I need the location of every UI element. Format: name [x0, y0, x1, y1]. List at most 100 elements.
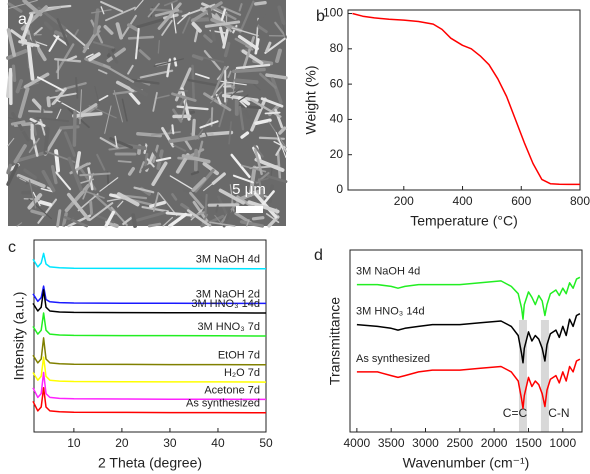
sem-texture: [241, 49, 264, 65]
sem-texture: [127, 35, 155, 40]
sem-texture: [190, 210, 207, 218]
x-tick-label: 30: [163, 436, 177, 450]
sem-texture: [187, 78, 222, 88]
sem-texture: [127, 64, 134, 75]
sem-texture: [127, 166, 135, 176]
y-tick-label: 20: [330, 147, 344, 161]
sem-texture: [28, 25, 39, 56]
sem-texture: [240, 131, 250, 139]
sem-texture: [37, 198, 58, 224]
sem-texture: [115, 80, 135, 93]
sem-texture: [40, 81, 46, 119]
sem-texture: [251, 216, 265, 221]
sem-texture: [13, 144, 27, 164]
series-line: [32, 356, 267, 383]
sem-texture: [199, 119, 209, 140]
sem-texture: [277, 5, 286, 26]
sem-texture: [254, 157, 285, 172]
sem-texture: [40, 187, 54, 193]
sem-texture: [94, 85, 100, 105]
x-axis-label: 2 Theta (degree): [98, 455, 202, 471]
sem-texture: [171, 92, 197, 102]
sem-texture: [182, 16, 191, 34]
sem-texture: [147, 3, 160, 18]
annotation-band: [518, 320, 527, 432]
sem-texture: [246, 10, 267, 39]
sem-texture: [203, 92, 232, 112]
sem-texture: [66, 55, 78, 62]
sem-texture: [152, 191, 160, 212]
sem-texture: [144, 152, 149, 167]
sem-texture: [234, 78, 259, 85]
y-axis-label: Weight (%): [303, 66, 319, 135]
annotation-band: [540, 320, 549, 432]
sem-texture: [235, 63, 271, 70]
sem-texture: [64, 184, 90, 213]
sem-texture: [223, 81, 236, 90]
sem-texture: [126, 78, 160, 85]
sem-texture: [144, 139, 162, 162]
data-line: [352, 12, 580, 186]
series-line: [356, 358, 581, 410]
sem-texture: [63, 215, 89, 228]
sem-texture: [265, 73, 288, 80]
sem-texture: [203, 34, 213, 43]
sem-texture: [173, 57, 178, 67]
sem-texture: [228, 70, 234, 94]
sem-texture: [7, 137, 15, 147]
sem-texture: [218, 188, 246, 205]
sem-texture: [82, 30, 101, 49]
sem-texture: [28, 137, 40, 153]
series-line: [32, 337, 267, 366]
sem-texture: [72, 111, 103, 118]
sem-texture: [19, 121, 39, 134]
sem-texture: [169, 175, 193, 190]
sem-texture: [92, 41, 115, 49]
series-line: [32, 312, 267, 337]
x-axis-label: Wavenumber (cm⁻¹): [403, 455, 530, 471]
sem-texture: [173, 144, 187, 152]
sem-texture: [171, 124, 175, 135]
sem-texture: [275, 48, 282, 64]
sem-texture: [171, 2, 177, 34]
sem-texture: [162, 216, 174, 227]
sem-texture: [245, 44, 254, 51]
sem-texture: [195, 118, 211, 141]
y-tick-label: 0: [336, 182, 343, 196]
sem-texture: [242, 36, 255, 70]
sem-texture: [98, 94, 109, 102]
sem-texture: [220, 8, 227, 21]
sem-texture: [253, 144, 264, 158]
sem-texture: [171, 193, 178, 201]
sem-texture: [177, 89, 189, 92]
sem-texture: [117, 160, 132, 163]
sem-texture: [31, 98, 45, 112]
sem-texture: [67, 156, 83, 192]
sem-texture: [22, 0, 43, 17]
sem-texture: [79, 89, 82, 125]
sem-texture: [136, 17, 166, 29]
sem-texture: [275, 131, 287, 159]
sem-texture: [239, 220, 265, 228]
sem-texture: [53, 34, 69, 46]
sem-texture: [99, 136, 119, 149]
sem-texture: [56, 108, 62, 120]
sem-texture: [108, 49, 119, 64]
sem-texture: [97, 1, 105, 19]
sem-texture: [194, 73, 210, 79]
sem-texture: [109, 137, 134, 149]
axes-frame: [349, 249, 583, 433]
sem-texture: [39, 118, 46, 136]
sem-texture: [218, 98, 228, 128]
sem-texture: [210, 91, 223, 104]
x-tick-label: 400: [453, 194, 473, 208]
sem-texture: [265, 213, 280, 224]
series-label: As synthesized: [356, 353, 430, 365]
sem-texture: [209, 221, 236, 227]
sem-texture: [93, 8, 100, 35]
sem-texture: [134, 0, 144, 11]
sem-texture: [253, 83, 261, 91]
sem-texture: [180, 202, 190, 211]
sem-texture: [230, 153, 251, 179]
sem-texture: [6, 163, 13, 175]
